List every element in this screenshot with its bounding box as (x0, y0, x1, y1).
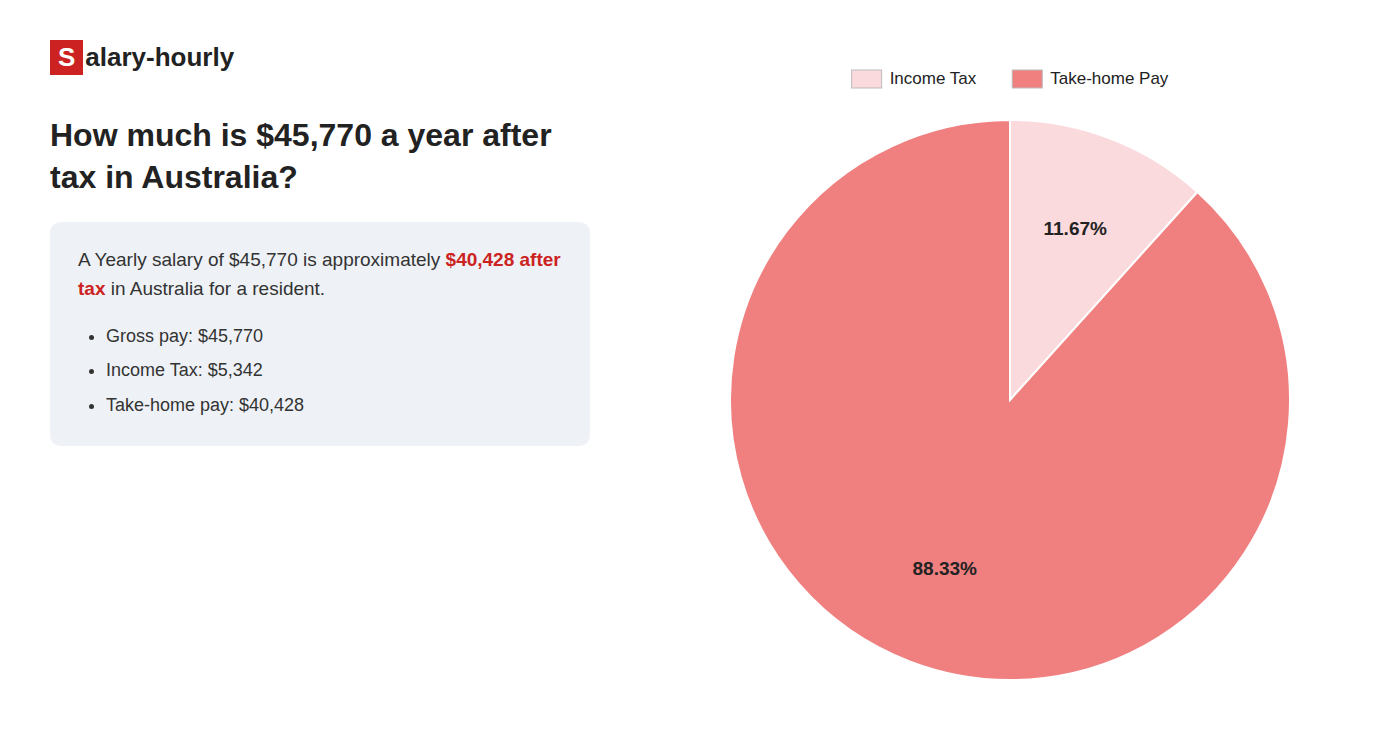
page: Salary-hourly How much is $45,770 a year … (0, 0, 1400, 750)
bullet-item: Income Tax: $5,342 (106, 353, 562, 387)
paragraph-text: in Australia for a resident. (105, 278, 325, 299)
logo-text: alary-hourly (85, 42, 234, 73)
logo-mark: S (50, 40, 83, 75)
legend-label: Income Tax (890, 69, 977, 88)
text-panel: Salary-hourly How much is $45,770 a year … (0, 0, 620, 750)
slices (730, 120, 1290, 680)
pie-slice (730, 120, 1290, 680)
bullet-list: Gross pay: $45,770Income Tax: $5,342Take… (78, 319, 562, 422)
info-paragraph: A Yearly salary of $45,770 is approximat… (78, 246, 562, 303)
legend-item: Income Tax (852, 69, 977, 88)
data-labels: 11.67% 88.33% (913, 218, 1108, 579)
paragraph-text: A Yearly salary of $45,770 is approximat… (78, 249, 446, 270)
logo: Salary-hourly (50, 40, 590, 75)
data-label: 11.67% (1044, 218, 1107, 239)
legend-label: Take-home Pay (1050, 69, 1169, 88)
legend-swatch (1012, 70, 1042, 88)
chart-panel: 11.67% 88.33% Income Tax Take-home Pay (620, 0, 1400, 750)
legend-item: Take-home Pay (1012, 69, 1169, 88)
legend-swatch (852, 70, 882, 88)
legend: Income Tax Take-home Pay (852, 69, 1169, 88)
bullet-item: Take-home pay: $40,428 (106, 388, 562, 422)
bullet-item: Gross pay: $45,770 (106, 319, 562, 353)
title: How much is $45,770 a year after tax in … (50, 115, 590, 198)
pie-chart: 11.67% 88.33% Income Tax Take-home Pay (620, 0, 1400, 750)
data-label: 88.33% (913, 558, 978, 579)
info-box: A Yearly salary of $45,770 is approximat… (50, 222, 590, 446)
